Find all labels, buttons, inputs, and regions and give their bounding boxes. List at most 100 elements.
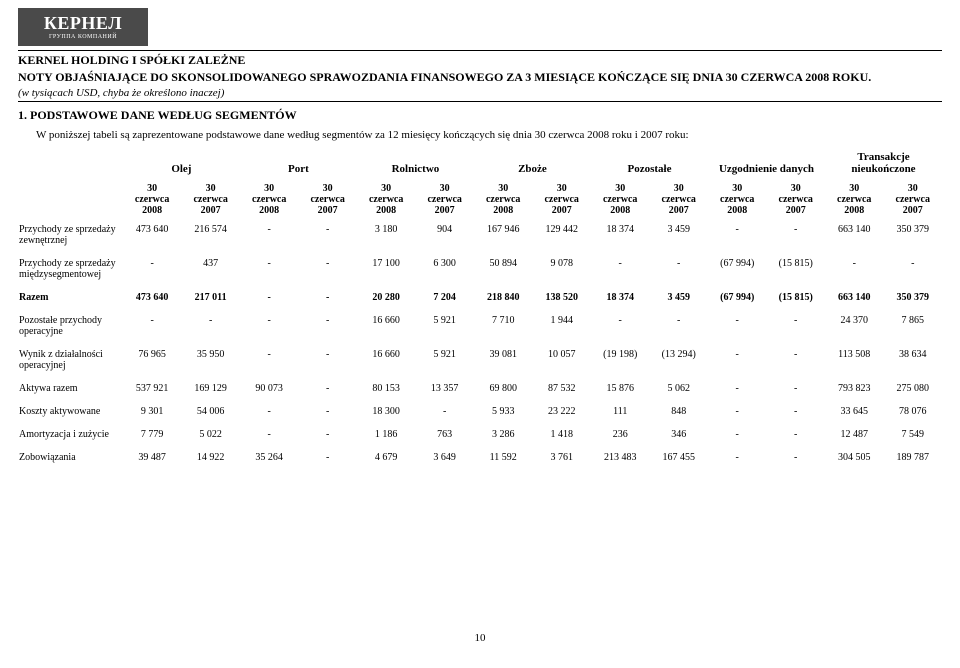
data-cell: 663 140 xyxy=(825,218,884,252)
segment-table: Olej Port Rolnictwo Zboże Pozostałe Uzgo… xyxy=(18,149,942,469)
data-cell: - xyxy=(240,343,299,377)
data-cell: 275 080 xyxy=(883,377,942,400)
data-cell: 7 204 xyxy=(415,286,474,309)
data-cell: - xyxy=(708,446,767,469)
data-cell: 113 508 xyxy=(825,343,884,377)
data-cell: - xyxy=(766,400,825,423)
data-cell: 350 379 xyxy=(883,286,942,309)
row-label: Amortyzacja i zużycie xyxy=(18,423,123,446)
col-header: 30czerwca2008 xyxy=(123,179,182,218)
group-uzgodnienie: Uzgodnienie danych xyxy=(708,149,825,179)
data-cell: 7 865 xyxy=(883,309,942,343)
logo-main: КЕРНЕЛ xyxy=(44,14,122,32)
data-cell: 11 592 xyxy=(474,446,533,469)
data-cell: 129 442 xyxy=(532,218,591,252)
col-header: 30czerwca2007 xyxy=(415,179,474,218)
data-cell: - xyxy=(766,343,825,377)
doc-title: KERNEL HOLDING I SPÓŁKI ZALEŻNE xyxy=(18,53,942,68)
data-cell: 80 153 xyxy=(357,377,416,400)
data-cell: 39 081 xyxy=(474,343,533,377)
data-cell: (15 815) xyxy=(766,252,825,286)
data-cell: (15 815) xyxy=(766,286,825,309)
data-cell: 5 062 xyxy=(649,377,708,400)
data-cell: - xyxy=(298,309,357,343)
data-cell: 50 894 xyxy=(474,252,533,286)
group-transakcje: Transakcje nieukończone xyxy=(825,149,942,179)
data-cell: - xyxy=(298,218,357,252)
data-cell: 1 186 xyxy=(357,423,416,446)
table-row: Koszty aktywowane9 30154 006--18 300-5 9… xyxy=(18,400,942,423)
data-cell: 167 946 xyxy=(474,218,533,252)
data-cell: 1 944 xyxy=(532,309,591,343)
row-label: Zobowiązania xyxy=(18,446,123,469)
table-row: Wynik z działalności operacyjnej76 96535… xyxy=(18,343,942,377)
data-cell: - xyxy=(649,252,708,286)
col-header: 30czerwca2007 xyxy=(298,179,357,218)
data-cell: 848 xyxy=(649,400,708,423)
logo-sub: ГРУППА КОМПАНИЙ xyxy=(49,34,117,40)
data-cell: 35 264 xyxy=(240,446,299,469)
data-cell: 793 823 xyxy=(825,377,884,400)
data-cell: 138 520 xyxy=(532,286,591,309)
row-label: Koszty aktywowane xyxy=(18,400,123,423)
data-cell: 5 933 xyxy=(474,400,533,423)
data-cell: 15 876 xyxy=(591,377,650,400)
col-header: 30czerwca2007 xyxy=(181,179,240,218)
data-cell: 473 640 xyxy=(123,218,182,252)
data-cell: - xyxy=(708,423,767,446)
separator xyxy=(18,101,942,102)
data-cell: - xyxy=(240,423,299,446)
data-cell: 16 660 xyxy=(357,309,416,343)
page: КЕРНЕЛ ГРУППА КОМПАНИЙ KERNEL HOLDING I … xyxy=(0,0,960,668)
data-cell: 7 549 xyxy=(883,423,942,446)
col-header: 30czerwca2008 xyxy=(474,179,533,218)
doc-subtitle: NOTY OBJAŚNIAJĄCE DO SKONSOLIDOWANEGO SP… xyxy=(18,70,942,85)
section-heading: 1. PODSTAWOWE DANE WEDŁUG SEGMENTÓW xyxy=(18,108,942,123)
data-cell: 23 222 xyxy=(532,400,591,423)
data-cell: 236 xyxy=(591,423,650,446)
data-cell: - xyxy=(708,309,767,343)
data-cell: - xyxy=(415,400,474,423)
data-cell: 3 459 xyxy=(649,218,708,252)
data-cell: 3 459 xyxy=(649,286,708,309)
col-header: 30czerwca2008 xyxy=(591,179,650,218)
data-cell: 76 965 xyxy=(123,343,182,377)
data-cell: - xyxy=(240,286,299,309)
section-intro: W poniższej tabeli są zaprezentowane pod… xyxy=(36,129,942,141)
group-zboze: Zboże xyxy=(474,149,591,179)
col-header: 30czerwca2007 xyxy=(532,179,591,218)
data-cell: 169 129 xyxy=(181,377,240,400)
data-cell: 9 078 xyxy=(532,252,591,286)
data-cell: - xyxy=(240,400,299,423)
data-cell: 18 374 xyxy=(591,218,650,252)
data-cell: 10 057 xyxy=(532,343,591,377)
col-header: 30czerwca2008 xyxy=(825,179,884,218)
data-cell: 5 921 xyxy=(415,343,474,377)
data-cell: 346 xyxy=(649,423,708,446)
data-cell: 35 950 xyxy=(181,343,240,377)
data-cell: 763 xyxy=(415,423,474,446)
data-cell: 213 483 xyxy=(591,446,650,469)
col-header: 30czerwca2008 xyxy=(240,179,299,218)
data-cell: - xyxy=(825,252,884,286)
data-cell: 218 840 xyxy=(474,286,533,309)
row-label: Razem xyxy=(18,286,123,309)
data-cell: 69 800 xyxy=(474,377,533,400)
data-cell: 437 xyxy=(181,252,240,286)
data-cell: - xyxy=(123,309,182,343)
data-cell: - xyxy=(298,400,357,423)
data-cell: - xyxy=(766,309,825,343)
data-cell: 189 787 xyxy=(883,446,942,469)
data-cell: 9 301 xyxy=(123,400,182,423)
data-cell: - xyxy=(240,309,299,343)
data-cell: - xyxy=(123,252,182,286)
data-cell: 12 487 xyxy=(825,423,884,446)
data-cell: 473 640 xyxy=(123,286,182,309)
group-pozostale: Pozostałe xyxy=(591,149,708,179)
data-cell: - xyxy=(181,309,240,343)
data-cell: 33 645 xyxy=(825,400,884,423)
data-cell: 4 679 xyxy=(357,446,416,469)
table-row: Razem473 640217 011--20 2807 204218 8401… xyxy=(18,286,942,309)
row-label: Pozostałe przychody operacyjne xyxy=(18,309,123,343)
col-header-row: 30czerwca200830czerwca200730czerwca20083… xyxy=(18,179,942,218)
